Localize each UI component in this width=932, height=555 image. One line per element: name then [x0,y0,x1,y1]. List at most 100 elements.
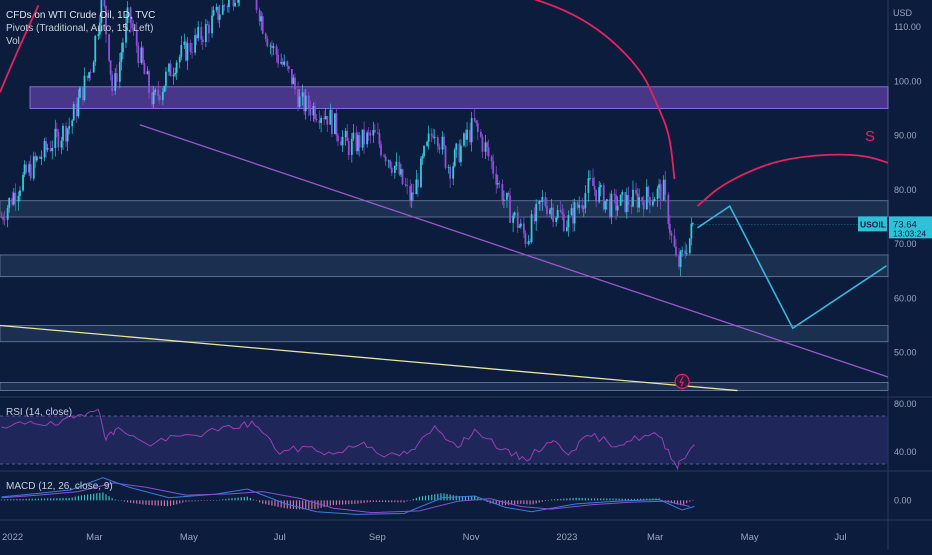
candle [218,14,221,20]
macd-histogram-bar [557,499,559,501]
trendline-long-term-support [0,324,738,392]
macd-histogram-bar [234,497,236,501]
macd-histogram-bar [360,500,362,504]
candle [684,250,687,254]
candle [208,24,210,34]
candle [146,71,149,75]
candle [552,207,554,222]
candle [581,204,584,209]
candle [556,209,559,218]
candle [309,108,312,116]
candle [662,179,665,201]
candle [157,89,160,96]
price-tick-label: 90.00 [894,131,917,141]
macd-histogram-bar [212,500,215,501]
macd-histogram-bar [535,500,537,504]
candle [335,113,338,136]
candle [518,226,521,228]
candle [653,199,656,202]
macd-histogram-bar [514,500,516,505]
macd-histogram-bar [578,497,580,501]
candle [688,238,691,254]
macd-histogram-bar [338,500,341,505]
macd-histogram-bar [538,500,540,503]
candle [184,41,187,61]
price-tick-label: 60.00 [894,293,917,303]
macd-histogram-bar [0,499,3,501]
macd-histogram-bar [676,500,679,505]
macd-histogram-bar [47,498,49,501]
last-price-countdown: 13:03:24 [893,228,926,238]
macd-histogram-bar [606,498,608,501]
candle [283,61,286,65]
candle [691,223,694,224]
candle [625,195,628,212]
candle [455,143,458,150]
candle [377,132,379,134]
candle [35,156,38,161]
price-axis-unit: USD [893,8,913,18]
candle [329,110,332,125]
macd-histogram-bar [636,498,639,501]
macd-histogram-bar [25,498,27,501]
macd-histogram-bar [529,500,531,505]
candle [88,72,91,79]
price-tick-label: 100.00 [894,76,922,86]
macd-histogram-bar [19,499,21,501]
macd-histogram-bar [191,500,193,502]
candle [261,16,264,34]
candle [17,195,20,202]
symbol-badge-label: USOIL [860,219,886,229]
candle [652,201,654,206]
candle [481,136,484,152]
candle [228,0,230,8]
candle [516,212,519,228]
candle [2,217,4,220]
candle [232,0,235,7]
macd-histogram-bar [600,498,602,501]
macd-histogram-bar [148,500,150,505]
macd-histogram-bar [526,500,528,505]
candle [271,45,273,48]
macd-histogram-bar [618,498,620,501]
candle [476,123,479,132]
macd-histogram-bar [228,498,230,501]
candle [43,141,46,158]
time-tick-label: 2023 [556,532,577,543]
rsi-line [1,408,695,471]
candle [258,10,261,22]
macd-histogram-bar [692,500,694,501]
candle [441,136,444,150]
candle [427,133,430,142]
macd-histogram-bar [458,496,460,501]
candle [420,158,422,188]
event-marker [674,373,690,389]
candle [490,156,493,161]
candle [496,183,499,185]
macd-histogram-bar [670,500,672,504]
macd-histogram-bar [412,498,414,501]
candle [573,202,576,224]
macd-histogram-bar [265,500,267,505]
candle [609,199,611,218]
candle [539,200,542,202]
candle [131,23,134,28]
candle [178,56,181,63]
macd-histogram-bar [406,500,408,502]
projection-path [697,204,887,330]
candle [466,129,468,140]
macd-histogram-bar [249,498,252,501]
candle [463,133,465,146]
candle [632,189,634,207]
candle [670,232,673,236]
candle [25,164,28,173]
candle [6,207,9,220]
symbol-badge [858,216,887,232]
candle [380,144,382,156]
candle [60,140,63,148]
rsi-pane: 80.00 40.00 [0,399,917,471]
candle [143,62,146,75]
candle [638,197,641,208]
